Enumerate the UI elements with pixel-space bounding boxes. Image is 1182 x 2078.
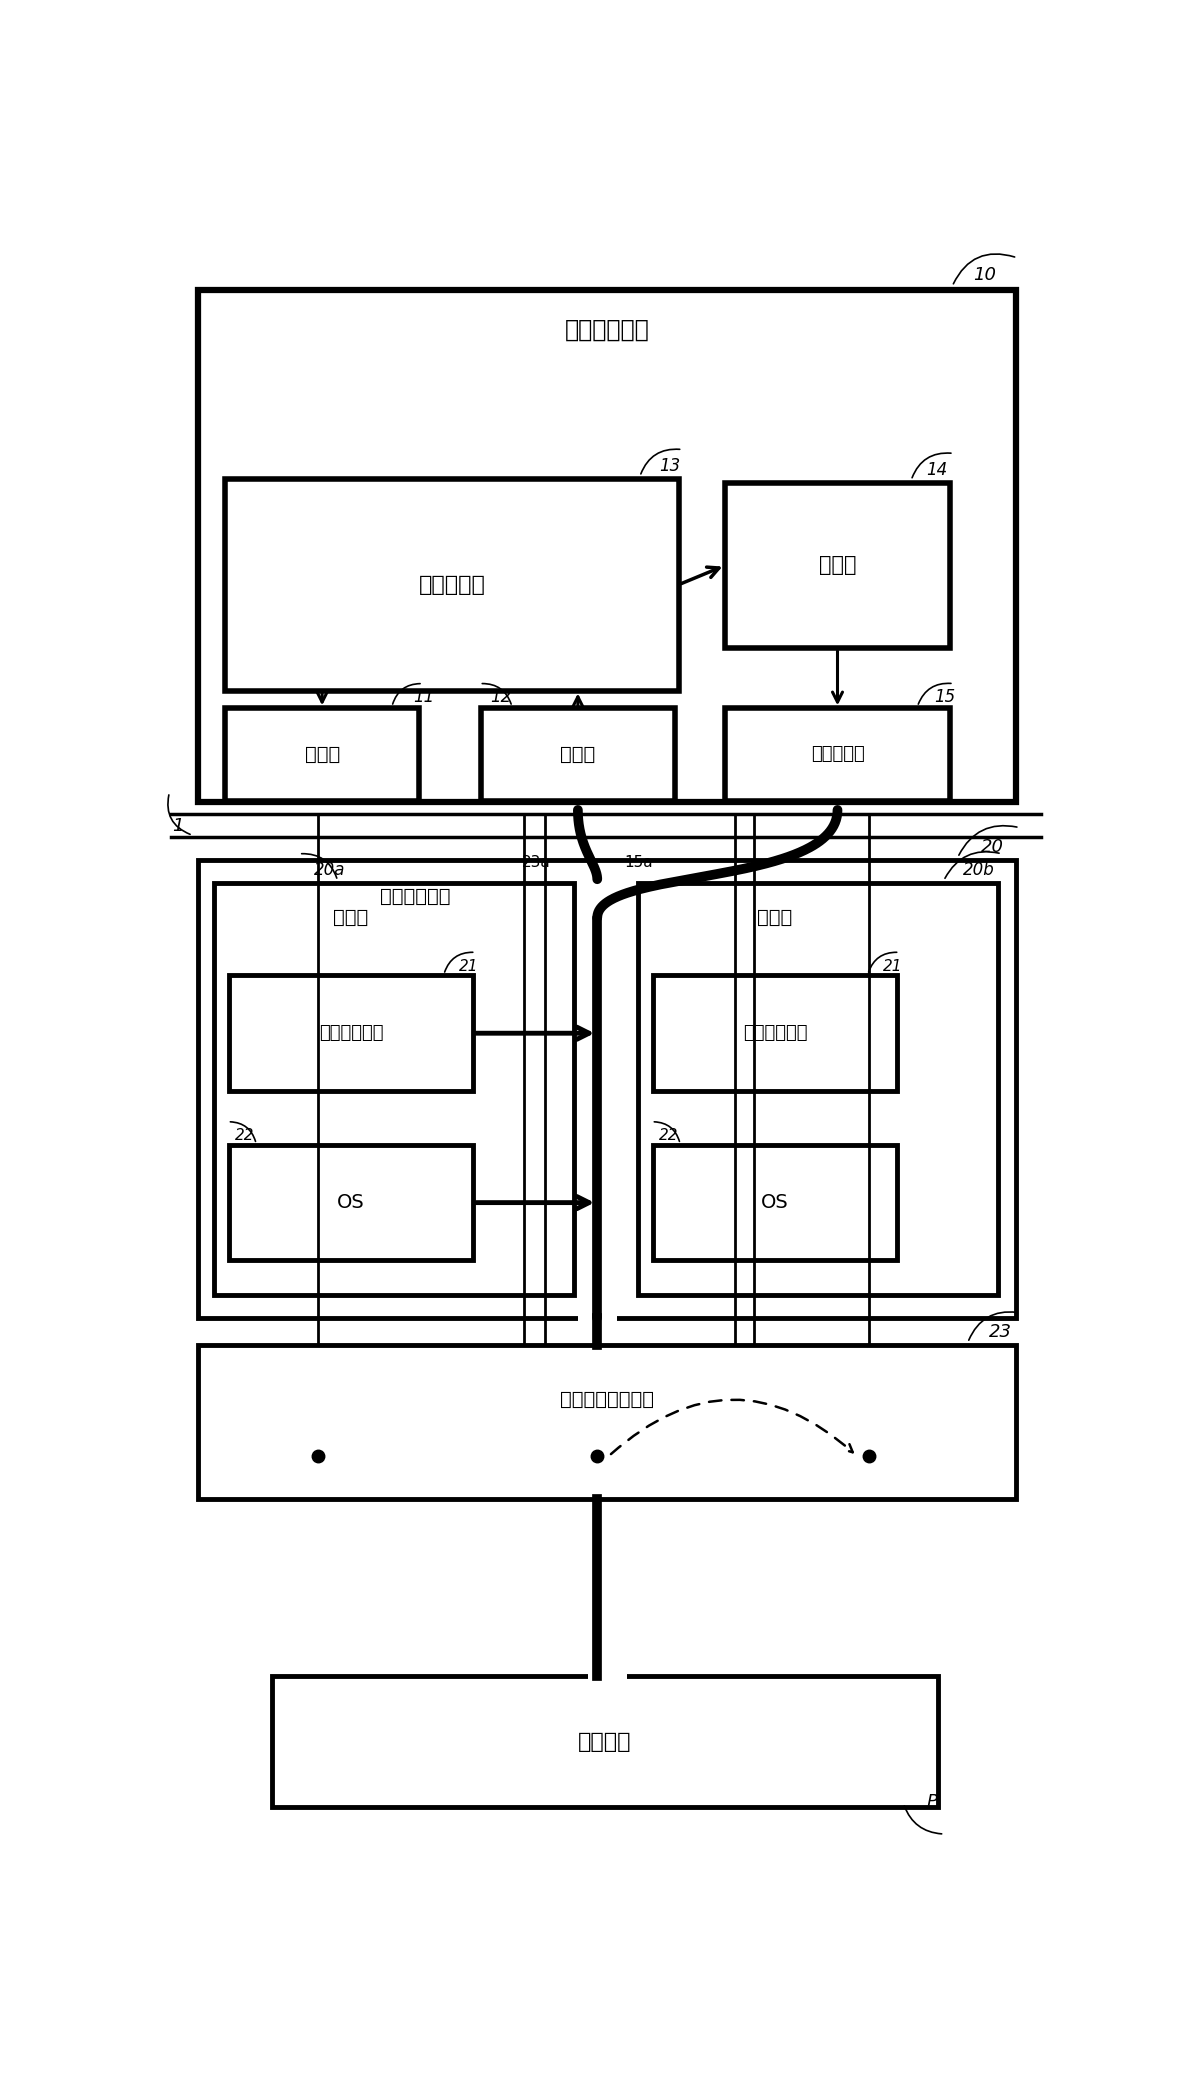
Text: 判定部: 判定部 [560, 746, 596, 765]
Text: 21: 21 [883, 958, 903, 975]
Text: 工厂控制装置: 工厂控制装置 [379, 887, 450, 906]
Text: 控制部: 控制部 [333, 908, 368, 927]
Text: 21: 21 [460, 958, 479, 975]
FancyBboxPatch shape [226, 478, 678, 690]
Text: 10: 10 [973, 266, 996, 285]
Text: 1: 1 [173, 817, 184, 835]
FancyBboxPatch shape [229, 975, 473, 1091]
Text: 15a: 15a [624, 854, 652, 871]
FancyBboxPatch shape [214, 883, 574, 1295]
Text: 工厂控制软件: 工厂控制软件 [742, 1024, 807, 1043]
Text: 12: 12 [491, 688, 512, 707]
FancyBboxPatch shape [725, 482, 950, 648]
Text: 安全处理部: 安全处理部 [418, 576, 486, 594]
Text: 控制部: 控制部 [756, 908, 792, 927]
FancyBboxPatch shape [652, 975, 897, 1091]
Text: P: P [927, 1793, 937, 1810]
Text: 查询部: 查询部 [305, 746, 339, 765]
Text: 安全管理装置: 安全管理装置 [565, 318, 649, 343]
FancyBboxPatch shape [272, 1677, 939, 1808]
FancyBboxPatch shape [226, 709, 418, 800]
Text: 常用待机切换装置: 常用待机切换装置 [560, 1390, 654, 1409]
Text: 11: 11 [413, 688, 434, 707]
Text: 切换指示部: 切换指示部 [811, 746, 864, 763]
Text: 20: 20 [981, 837, 1004, 856]
FancyBboxPatch shape [725, 709, 950, 800]
Text: 22: 22 [235, 1128, 255, 1143]
Text: 23: 23 [988, 1324, 1012, 1340]
FancyBboxPatch shape [652, 1145, 897, 1261]
FancyBboxPatch shape [481, 709, 675, 800]
FancyBboxPatch shape [637, 883, 998, 1295]
Text: OS: OS [761, 1193, 790, 1211]
Text: 确认部: 确认部 [819, 555, 856, 576]
Text: 15: 15 [935, 688, 955, 707]
FancyBboxPatch shape [199, 291, 1015, 802]
Text: 22: 22 [660, 1128, 678, 1143]
FancyBboxPatch shape [578, 1311, 617, 1322]
FancyBboxPatch shape [199, 1344, 1015, 1498]
Text: OS: OS [337, 1193, 365, 1211]
Text: 工厂控制软件: 工厂控制软件 [319, 1024, 383, 1043]
Text: 14: 14 [927, 461, 948, 478]
Text: 13: 13 [660, 457, 681, 476]
Text: 工厂工艺: 工厂工艺 [578, 1731, 631, 1752]
Text: 20a: 20a [314, 860, 346, 879]
FancyBboxPatch shape [199, 860, 1015, 1317]
Text: 23a: 23a [522, 854, 551, 871]
FancyBboxPatch shape [229, 1145, 473, 1261]
Text: 20b: 20b [963, 860, 995, 879]
FancyBboxPatch shape [587, 1667, 626, 1683]
